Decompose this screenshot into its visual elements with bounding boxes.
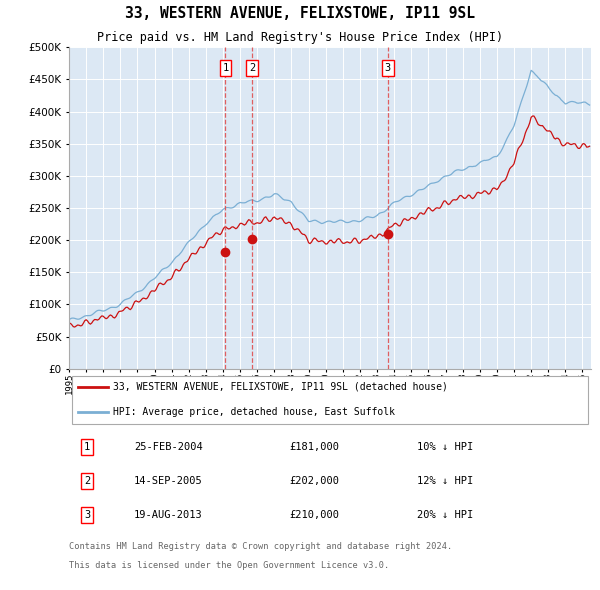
Text: 1: 1: [223, 63, 229, 73]
Text: £202,000: £202,000: [289, 476, 340, 486]
Text: This data is licensed under the Open Government Licence v3.0.: This data is licensed under the Open Gov…: [69, 561, 389, 570]
Text: 3: 3: [84, 510, 91, 520]
Text: £210,000: £210,000: [289, 510, 340, 520]
Text: £181,000: £181,000: [289, 442, 340, 452]
Text: 25-FEB-2004: 25-FEB-2004: [134, 442, 203, 452]
Text: 1: 1: [84, 442, 91, 452]
Text: 19-AUG-2013: 19-AUG-2013: [134, 510, 203, 520]
FancyBboxPatch shape: [71, 376, 589, 424]
Text: Contains HM Land Registry data © Crown copyright and database right 2024.: Contains HM Land Registry data © Crown c…: [69, 542, 452, 551]
Text: 33, WESTERN AVENUE, FELIXSTOWE, IP11 9SL: 33, WESTERN AVENUE, FELIXSTOWE, IP11 9SL: [125, 6, 475, 21]
Text: 12% ↓ HPI: 12% ↓ HPI: [417, 476, 473, 486]
Text: 2: 2: [249, 63, 255, 73]
Text: 14-SEP-2005: 14-SEP-2005: [134, 476, 203, 486]
Text: 20% ↓ HPI: 20% ↓ HPI: [417, 510, 473, 520]
Text: HPI: Average price, detached house, East Suffolk: HPI: Average price, detached house, East…: [113, 407, 395, 417]
Text: 3: 3: [385, 63, 391, 73]
Text: 10% ↓ HPI: 10% ↓ HPI: [417, 442, 473, 452]
Text: 33, WESTERN AVENUE, FELIXSTOWE, IP11 9SL (detached house): 33, WESTERN AVENUE, FELIXSTOWE, IP11 9SL…: [113, 382, 448, 392]
Text: Price paid vs. HM Land Registry's House Price Index (HPI): Price paid vs. HM Land Registry's House …: [97, 31, 503, 44]
Text: 2: 2: [84, 476, 91, 486]
